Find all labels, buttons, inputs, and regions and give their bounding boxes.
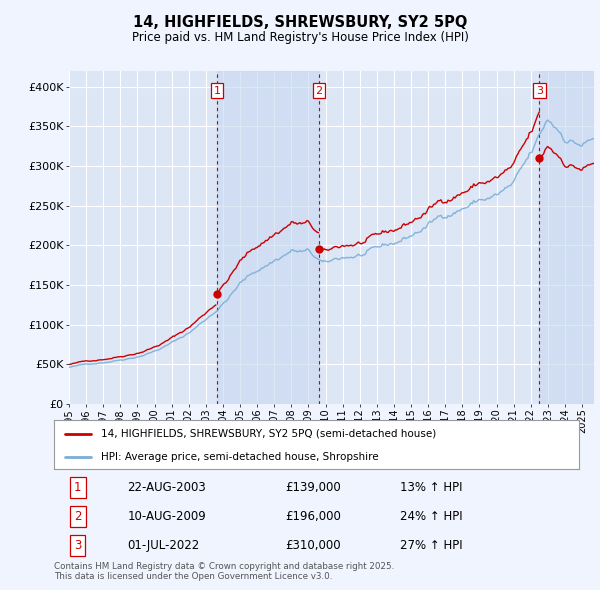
Text: 3: 3 bbox=[74, 539, 82, 552]
Bar bbox=[217, 71, 319, 404]
Text: 24% ↑ HPI: 24% ↑ HPI bbox=[401, 510, 463, 523]
Text: Contains HM Land Registry data © Crown copyright and database right 2025.
This d: Contains HM Land Registry data © Crown c… bbox=[54, 562, 394, 581]
Text: HPI: Average price, semi-detached house, Shropshire: HPI: Average price, semi-detached house,… bbox=[101, 452, 379, 462]
Text: 14, HIGHFIELDS, SHREWSBURY, SY2 5PQ (semi-detached house): 14, HIGHFIELDS, SHREWSBURY, SY2 5PQ (sem… bbox=[101, 429, 437, 439]
Text: 2: 2 bbox=[74, 510, 82, 523]
Text: Price paid vs. HM Land Registry's House Price Index (HPI): Price paid vs. HM Land Registry's House … bbox=[131, 31, 469, 44]
Text: £139,000: £139,000 bbox=[285, 481, 341, 494]
Text: 13% ↑ HPI: 13% ↑ HPI bbox=[401, 481, 463, 494]
Text: 10-AUG-2009: 10-AUG-2009 bbox=[128, 510, 206, 523]
Text: 22-AUG-2003: 22-AUG-2003 bbox=[128, 481, 206, 494]
Text: 01-JUL-2022: 01-JUL-2022 bbox=[128, 539, 200, 552]
Text: 2: 2 bbox=[316, 86, 323, 96]
Text: 1: 1 bbox=[214, 86, 220, 96]
Text: 14, HIGHFIELDS, SHREWSBURY, SY2 5PQ: 14, HIGHFIELDS, SHREWSBURY, SY2 5PQ bbox=[133, 15, 467, 30]
Bar bbox=[539, 71, 594, 404]
Text: 1: 1 bbox=[74, 481, 82, 494]
Text: 27% ↑ HPI: 27% ↑ HPI bbox=[401, 539, 463, 552]
Text: £196,000: £196,000 bbox=[285, 510, 341, 523]
Text: £310,000: £310,000 bbox=[285, 539, 341, 552]
Text: 3: 3 bbox=[536, 86, 543, 96]
